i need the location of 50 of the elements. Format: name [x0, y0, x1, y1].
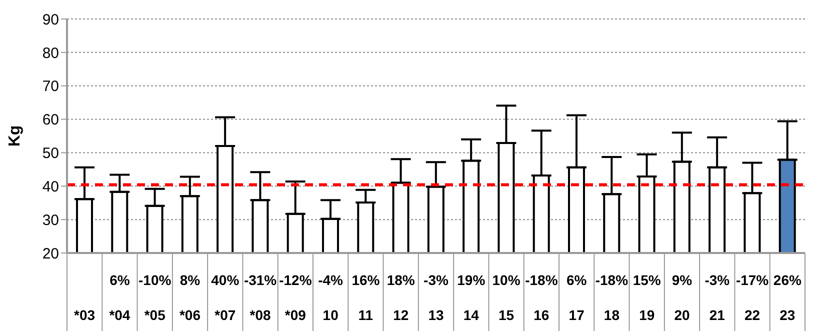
text: 19%	[457, 272, 486, 288]
text: -12%	[279, 272, 312, 288]
y-tick-label: 30	[42, 212, 59, 229]
text: 9%	[672, 272, 693, 288]
x-tick-label: 15	[498, 307, 514, 323]
text: -10%	[138, 272, 172, 288]
text: 40%	[211, 272, 240, 288]
x-tick-label: 19	[639, 307, 655, 323]
x-tick-label: 21	[709, 307, 726, 323]
text: -4%	[318, 272, 344, 288]
x-tick-label: 23	[780, 307, 796, 323]
y-axis-title: Kg	[6, 125, 24, 147]
x-tick-label: *07	[214, 307, 236, 323]
y-tick-label: 90	[42, 11, 59, 28]
y-tick-label: 50	[42, 145, 59, 162]
text: -3%	[704, 272, 730, 288]
text: 6%	[110, 272, 130, 288]
x-tick-label: 17	[568, 307, 585, 323]
y-tick-label: 70	[42, 78, 59, 96]
x-tick-label: 13	[428, 307, 444, 323]
y-tick-label: 60	[42, 112, 59, 129]
x-tick-label: 18	[604, 307, 620, 323]
text: 15%	[632, 272, 662, 288]
text: 10%	[492, 272, 521, 288]
text: -18%	[595, 272, 629, 288]
text: 8%	[180, 272, 201, 288]
text: 26%	[773, 272, 802, 288]
y-tick-label: 40	[42, 178, 59, 196]
x-tick-label: *03	[74, 307, 96, 323]
x-tick-label: *05	[144, 307, 166, 323]
text: -18%	[525, 272, 558, 288]
text: -17%	[736, 272, 770, 288]
x-tick-label: 12	[393, 307, 409, 323]
x-tick-label: 10	[322, 307, 339, 323]
text: 18%	[386, 272, 416, 288]
text: -3%	[424, 272, 449, 288]
x-tick-label: 22	[744, 307, 760, 323]
text: -31%	[244, 272, 278, 288]
text: 16%	[352, 272, 380, 288]
y-tick-label: 20	[42, 245, 59, 262]
y-tick-label: 80	[42, 44, 59, 62]
x-tick-label: *04	[109, 307, 130, 323]
x-tick-label: 20	[674, 307, 690, 323]
x-tick-label: 16	[534, 307, 550, 323]
x-tick-label: 14	[463, 307, 480, 323]
x-tick-label: 11	[358, 307, 374, 323]
x-tick-label: *09	[284, 307, 306, 323]
text: 6%	[566, 272, 588, 288]
x-tick-label: *08	[250, 307, 272, 323]
x-tick-label: *06	[179, 307, 201, 323]
